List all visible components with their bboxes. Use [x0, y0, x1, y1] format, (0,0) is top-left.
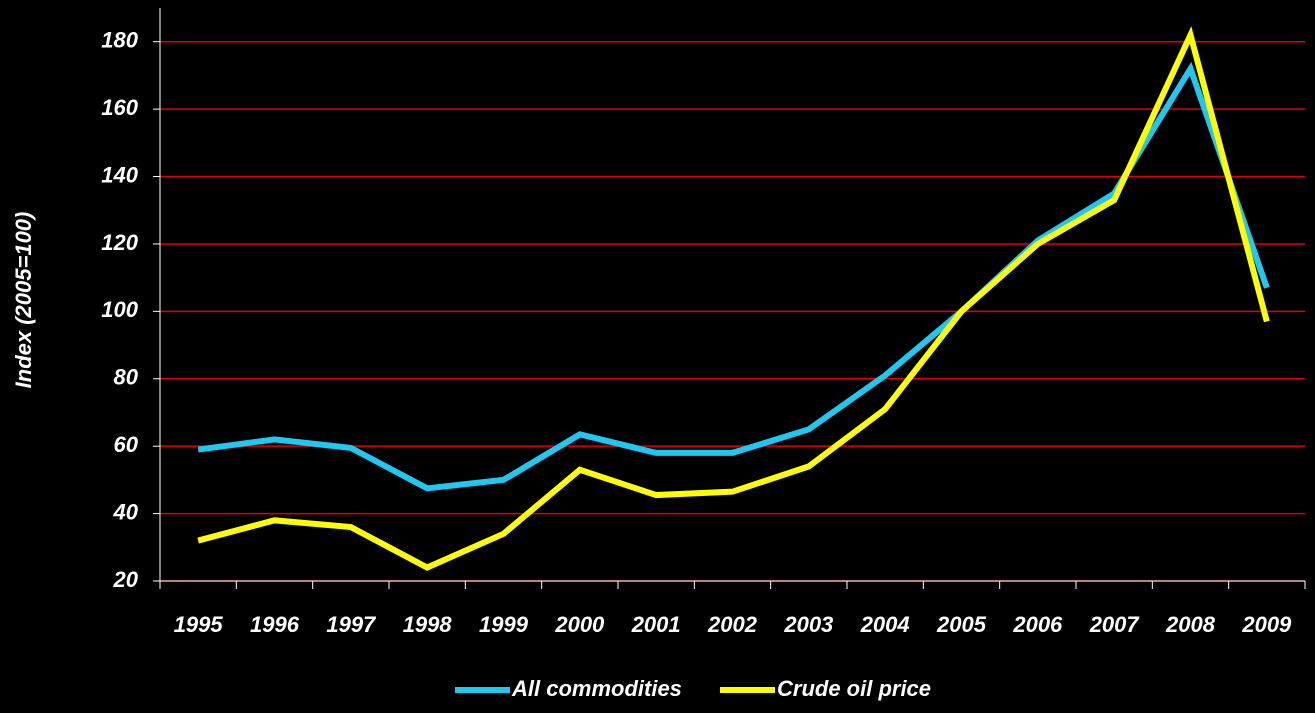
legend-label: Crude oil price	[777, 676, 931, 701]
x-tick-label: 1999	[479, 612, 529, 637]
series-line	[197, 61, 1270, 492]
y-tick-label: 180	[101, 28, 138, 53]
x-tick-label: 2001	[631, 612, 681, 637]
y-tick-label: 140	[101, 162, 138, 187]
x-tick-label: 2007	[1089, 612, 1141, 637]
y-tick-label: 100	[101, 297, 138, 322]
x-tick-label: 1997	[326, 612, 377, 637]
y-tick-label: 80	[114, 365, 139, 390]
x-tick-label: 1995	[174, 612, 224, 637]
x-tick-label: 2000	[554, 612, 605, 637]
y-tick-label: 160	[101, 95, 138, 120]
y-tick-label: 40	[113, 499, 139, 524]
y-tick-label: 120	[101, 230, 138, 255]
y-tick-label: 60	[114, 432, 139, 457]
x-tick-label: 2006	[1012, 612, 1063, 637]
x-tick-label: 1996	[250, 612, 300, 637]
series-line	[197, 26, 1270, 571]
y-axis-label: Index (2005=100)	[11, 212, 36, 389]
x-tick-label: 2002	[707, 612, 758, 637]
legend-label: All commodities	[511, 676, 682, 701]
x-tick-label: 2008	[1165, 612, 1216, 637]
x-tick-label: 2004	[860, 612, 910, 637]
x-tick-label: 2009	[1241, 612, 1292, 637]
x-tick-label: 2003	[783, 612, 833, 637]
x-tick-label: 1998	[403, 612, 453, 637]
y-tick-label: 20	[113, 567, 139, 592]
x-tick-label: 2005	[936, 612, 987, 637]
